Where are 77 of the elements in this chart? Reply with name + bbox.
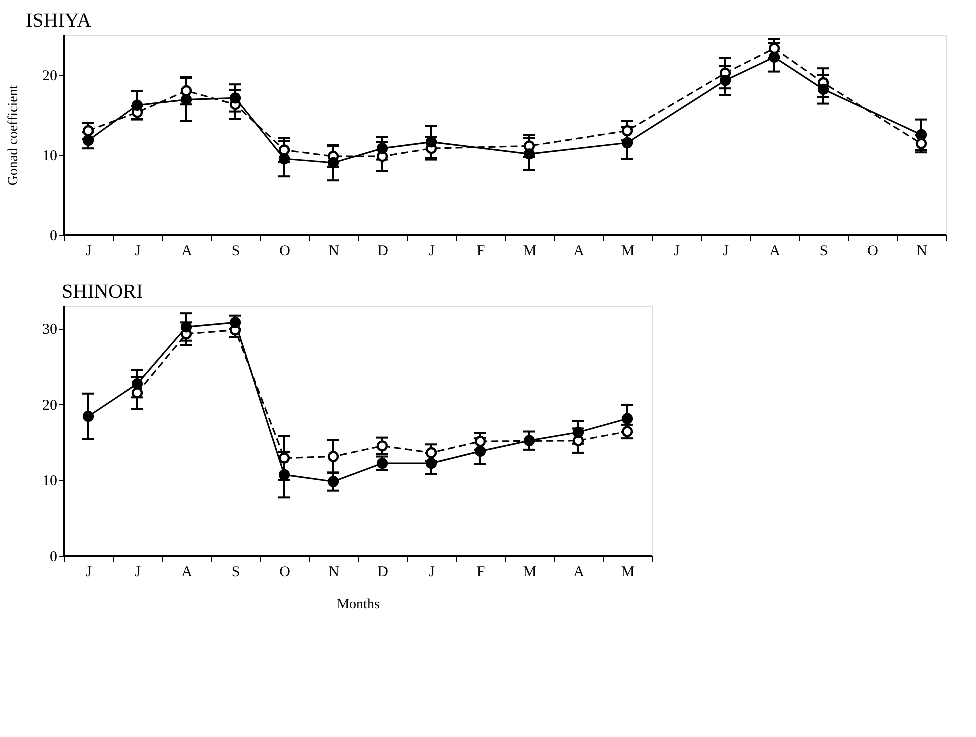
y-tick-label: 20 xyxy=(42,398,58,414)
x-tick-label: D xyxy=(378,244,389,260)
point xyxy=(622,426,634,438)
point xyxy=(328,451,340,462)
point xyxy=(180,85,192,97)
x-tick-label: J xyxy=(135,244,142,260)
point xyxy=(132,378,144,390)
point xyxy=(572,435,584,446)
x-tick-label: J xyxy=(429,564,436,580)
point xyxy=(622,137,634,149)
x-tick-label: J xyxy=(674,244,680,260)
point xyxy=(426,136,438,148)
point xyxy=(426,458,438,470)
point xyxy=(524,148,536,160)
y-tick-label: 30 xyxy=(42,322,58,338)
x-tick-label: J xyxy=(723,244,730,260)
y-tick-label: 0 xyxy=(50,228,58,244)
x-tick-label: M xyxy=(621,564,635,580)
x-tick-label: N xyxy=(328,564,340,580)
x-tick-label: M xyxy=(523,564,537,580)
y-tick-label: 10 xyxy=(42,148,58,164)
point xyxy=(916,129,928,141)
point xyxy=(474,436,486,448)
x-tick-label: J xyxy=(429,244,436,260)
x-tick-label: F xyxy=(476,244,486,260)
point xyxy=(916,138,928,150)
chart-title: ISHIYA xyxy=(26,10,92,32)
point xyxy=(82,135,94,146)
x-tick-label: O xyxy=(868,244,879,260)
x-tick-label: M xyxy=(621,244,635,260)
x-tick-label: O xyxy=(280,564,291,580)
point xyxy=(180,94,192,106)
point xyxy=(524,435,536,446)
x-tick-label: M xyxy=(523,244,537,260)
y-tick-label: 20 xyxy=(42,68,58,84)
point xyxy=(230,92,242,104)
point xyxy=(720,75,732,86)
x-tick-label: A xyxy=(574,564,585,580)
y-tick-label: 10 xyxy=(42,474,58,490)
y-axis-title: Gonad coefficient xyxy=(6,85,22,186)
point xyxy=(768,52,780,63)
y-tick-label: 0 xyxy=(50,550,58,566)
x-axis-title: Months xyxy=(337,598,380,612)
point xyxy=(376,440,388,452)
point xyxy=(572,426,584,438)
point xyxy=(474,446,486,458)
x-tick-label: S xyxy=(232,244,240,260)
x-tick-label: A xyxy=(574,244,585,260)
x-tick-label: A xyxy=(182,564,193,580)
x-tick-label: J xyxy=(135,564,142,580)
point xyxy=(622,413,634,424)
point xyxy=(132,100,144,111)
point xyxy=(376,143,388,154)
point xyxy=(278,452,290,464)
point xyxy=(82,411,94,422)
x-tick-label: A xyxy=(770,244,781,260)
point xyxy=(278,469,290,481)
chart-title: SHINORI xyxy=(62,281,144,303)
x-tick-label: F xyxy=(476,564,486,580)
point xyxy=(328,157,340,169)
x-tick-label: J xyxy=(86,564,92,580)
x-tick-label: S xyxy=(820,244,828,260)
point xyxy=(278,144,290,156)
point xyxy=(426,447,438,459)
x-tick-label: O xyxy=(280,244,291,260)
point xyxy=(768,43,780,54)
point xyxy=(278,153,290,165)
x-tick-label: N xyxy=(916,244,928,260)
x-tick-label: J xyxy=(86,244,92,260)
x-tick-label: A xyxy=(182,244,193,260)
x-tick-label: D xyxy=(378,564,389,580)
point xyxy=(818,84,830,95)
point xyxy=(328,476,340,488)
x-tick-label: N xyxy=(328,244,340,260)
point xyxy=(180,322,192,333)
point xyxy=(622,125,634,137)
x-tick-label: S xyxy=(232,564,240,580)
